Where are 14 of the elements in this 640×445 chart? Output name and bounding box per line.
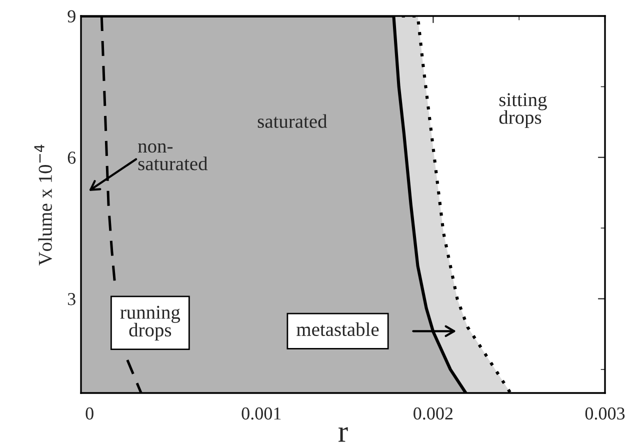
annotation: sitting drops (499, 93, 547, 128)
annotation: saturated (258, 114, 328, 128)
y-tick-label: 3 (68, 293, 76, 306)
x-tick-label: 0.002 (414, 407, 453, 420)
annotation: non- saturated (138, 143, 208, 170)
y-tick-label: 6 (68, 152, 76, 164)
x-tick-label: 0 (86, 407, 94, 420)
x-axis-title: r (338, 427, 348, 442)
x-tick-label: 0.003 (585, 407, 625, 420)
y-tick-label: 9 (68, 10, 76, 22)
y-axis-title: Volume x 10$^{−4}$ (34, 144, 52, 266)
x-tick-label: 0.001 (242, 407, 281, 420)
annotation: metastable (296, 322, 379, 336)
annotation: running drops (120, 306, 180, 341)
